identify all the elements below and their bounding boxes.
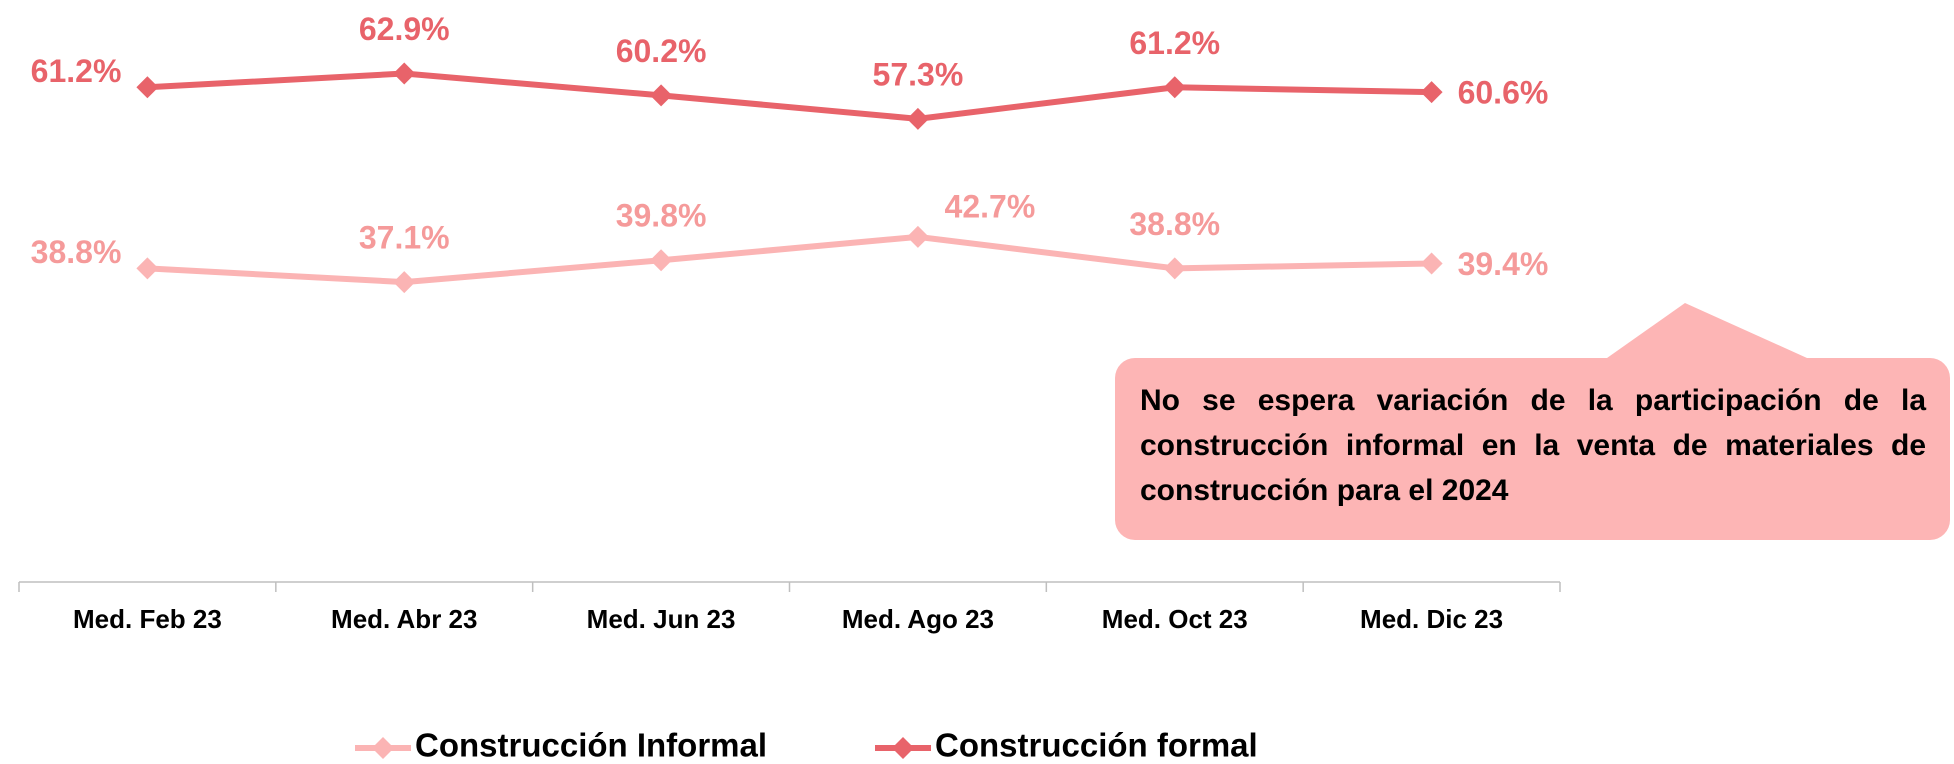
marker — [136, 76, 159, 99]
callout-box — [1115, 303, 1950, 540]
data-label: 57.3% — [873, 56, 964, 92]
data-label: 61.2% — [31, 53, 122, 89]
data-label: 39.4% — [1458, 246, 1549, 282]
data-label: 61.2% — [1129, 25, 1220, 61]
callout-text: No se espera variación de la participaci… — [1140, 384, 1926, 507]
data-label: 60.6% — [1458, 75, 1549, 111]
marker — [393, 62, 416, 85]
x-tick-label: Med. Ago 23 — [842, 604, 994, 634]
x-tick-label: Med. Feb 23 — [73, 604, 222, 634]
marker — [393, 271, 416, 294]
marker — [906, 225, 929, 248]
marker — [1420, 252, 1443, 275]
data-label: 39.8% — [616, 198, 707, 234]
data-label: 62.9% — [359, 11, 450, 47]
data-label: 38.8% — [1129, 206, 1220, 242]
x-tick-label: Med. Dic 23 — [1360, 604, 1503, 634]
x-tick-label: Med. Oct 23 — [1102, 604, 1248, 634]
series-line — [147, 70, 1432, 122]
legend-label: Construcción Informal — [415, 727, 767, 764]
series-line — [147, 233, 1432, 286]
marker — [1163, 76, 1186, 99]
x-tick-label: Med. Jun 23 — [587, 604, 736, 634]
marker — [136, 257, 159, 280]
marker — [1163, 257, 1186, 280]
data-label: 42.7% — [945, 188, 1036, 224]
data-label: 37.1% — [359, 220, 450, 256]
marker — [650, 249, 673, 272]
marker — [1420, 81, 1443, 104]
x-tick-label: Med. Abr 23 — [331, 604, 477, 634]
legend-label: Construcción formal — [935, 727, 1258, 764]
data-label: 60.2% — [616, 33, 707, 69]
legend-marker — [372, 737, 394, 759]
marker — [906, 107, 929, 130]
data-label: 38.8% — [31, 234, 122, 270]
legend-marker — [892, 737, 914, 759]
marker — [650, 84, 673, 107]
